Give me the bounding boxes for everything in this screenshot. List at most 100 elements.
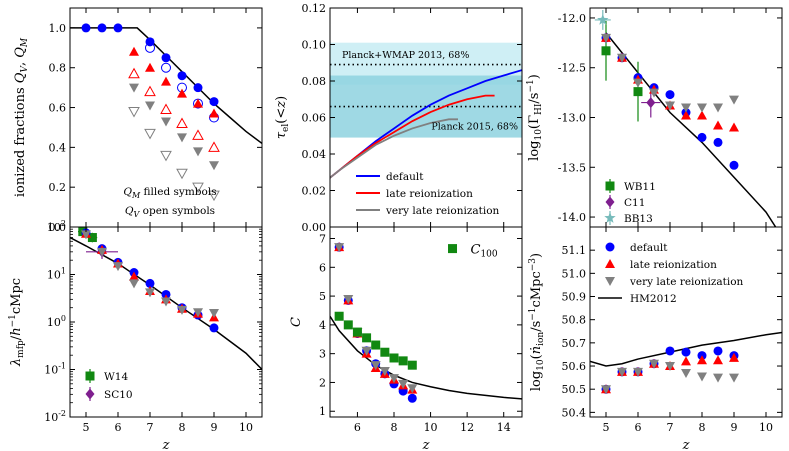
y-tick-base: 10 <box>44 364 58 377</box>
legend-label: BB13 <box>624 213 653 225</box>
data-point <box>407 393 417 403</box>
y-axis-label-part: M <box>20 37 30 48</box>
data-point <box>697 355 707 365</box>
y-tick-label: 1 <box>319 405 326 418</box>
y-axis-label: λmfp/h−1cMpc <box>8 278 26 367</box>
data-point <box>665 101 675 111</box>
data-point <box>379 366 390 376</box>
plot-frame <box>329 226 523 418</box>
data-point <box>681 368 691 378</box>
y-axis-label-part: h <box>9 327 24 335</box>
data-point <box>697 110 707 120</box>
data-point <box>713 137 723 147</box>
y-tick-exp: 0 <box>61 314 66 323</box>
y-tick-label: 0.4 <box>49 141 67 154</box>
y-tick-label: 1.0 <box>49 22 67 35</box>
y-axis-label-part: (Γ <box>527 115 542 129</box>
y-axis-label-part: 10 <box>534 129 544 141</box>
data-point <box>177 133 187 143</box>
y-tick-label: 0.02 <box>302 185 327 198</box>
observation-point <box>601 46 611 56</box>
data-point <box>697 132 707 142</box>
data-point <box>160 103 172 115</box>
legend-label: HM2012 <box>630 293 677 305</box>
plot-area <box>70 23 262 202</box>
tau-curve <box>330 94 495 179</box>
tau-curve <box>330 118 458 179</box>
data-point <box>161 117 171 127</box>
data-point <box>144 85 156 97</box>
data-point <box>389 374 399 384</box>
y-tick-label: 10-2 <box>44 409 66 424</box>
legend-marker <box>605 196 615 208</box>
model-curve <box>330 315 522 400</box>
y-tick-label: 0.12 <box>302 2 327 15</box>
data-point <box>681 103 691 113</box>
x-axis-label: z <box>422 438 430 451</box>
data-point <box>176 117 188 128</box>
data-point <box>145 42 155 53</box>
data-point <box>209 308 219 318</box>
y-tick-label: 0.06 <box>302 112 327 125</box>
y-axis-label-part: V <box>20 65 30 73</box>
y-axis-label-part: log <box>527 141 542 161</box>
data-point <box>665 362 675 372</box>
y-tick-label: 6 <box>319 261 326 274</box>
data-point <box>362 333 372 343</box>
data-point <box>209 323 219 333</box>
y-tick-base: 10 <box>47 221 61 234</box>
y-axis-label-part: (< <box>274 108 289 124</box>
data-point <box>193 98 203 108</box>
y-axis-label-part: −3 <box>528 258 538 272</box>
data-point <box>161 62 171 73</box>
data-point <box>81 23 91 33</box>
y-tick-label: 0.08 <box>302 75 327 88</box>
y-tick-label: 50.5 <box>562 383 587 396</box>
data-point <box>681 347 691 357</box>
data-point <box>665 346 675 356</box>
y-tick-label: -13.5 <box>558 161 586 174</box>
data-point <box>361 346 372 356</box>
y-axis-label-part: ṅ <box>529 346 544 354</box>
x-axis-label: z <box>162 438 170 451</box>
data-point <box>371 340 381 350</box>
y-tick-label: 10-1 <box>44 362 66 377</box>
legend-marker <box>85 388 95 400</box>
y-tick-exp: -1 <box>58 362 66 371</box>
y-axis-label-part: ( <box>529 354 544 359</box>
x-tick-label: 10 <box>239 421 253 434</box>
y-axis-label: log10(ΓHI/s−1) <box>526 74 544 161</box>
y-tick-base: 10 <box>47 269 61 282</box>
data-point <box>193 83 203 93</box>
legend-label-part: 100 <box>480 250 497 260</box>
data-point <box>113 23 123 33</box>
legend-label: default <box>630 242 668 254</box>
data-point <box>633 78 643 88</box>
data-point <box>145 101 155 111</box>
y-axis-label: C <box>289 317 304 327</box>
annotation-part: M <box>131 191 141 200</box>
data-point <box>665 90 675 100</box>
data-point <box>729 160 739 170</box>
y-axis-label-part: −1 <box>526 79 536 92</box>
y-tick-base: 10 <box>47 316 61 329</box>
x-tick-label: 14 <box>497 421 511 434</box>
legend-label: W14 <box>104 371 128 383</box>
legend-marker <box>448 244 458 254</box>
data-point <box>192 129 204 140</box>
x-tick-label: 6 <box>115 421 122 434</box>
x-tick-label: 5 <box>83 421 90 434</box>
y-tick-label: 0.10 <box>302 39 327 52</box>
x-tick-label: 6 <box>354 421 361 434</box>
data-point <box>370 361 381 371</box>
plot-area <box>594 9 777 227</box>
band-label: Planck 2015, 68% <box>431 121 518 132</box>
x-tick-label: 5 <box>603 421 610 434</box>
data-point <box>352 327 362 337</box>
data-point <box>208 141 220 152</box>
panel-ionizing-emissivity: 5 6 7 8 9 10 50.4 50.5 50.6 50.7 50.8 50.9 51.0 51.1 z… <box>528 226 783 451</box>
data-point <box>161 297 171 307</box>
y-tick-label: 0.2 <box>49 181 67 194</box>
data-point <box>129 83 139 93</box>
data-point <box>633 367 643 377</box>
